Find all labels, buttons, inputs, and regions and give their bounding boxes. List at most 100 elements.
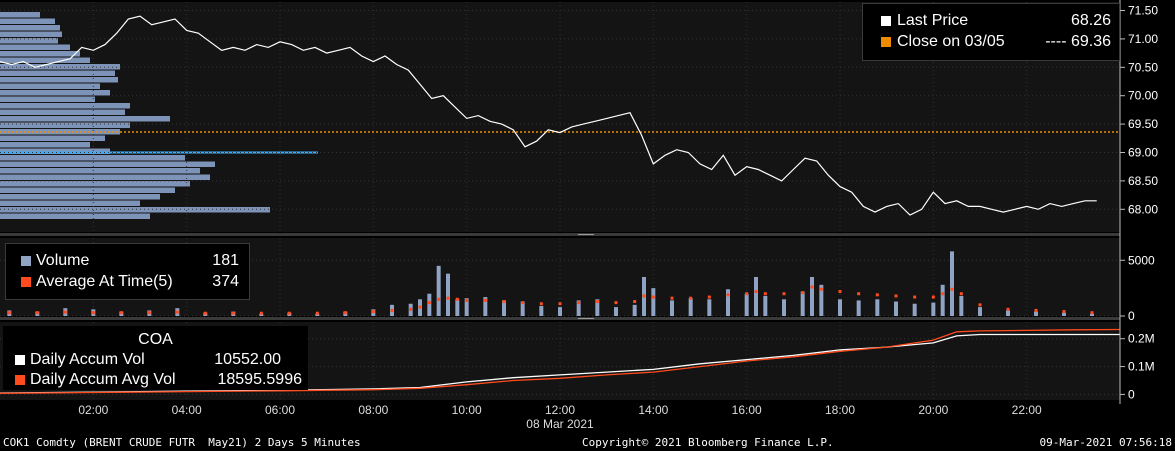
avg-time-marker [754, 289, 758, 293]
avg-time-marker [614, 301, 618, 305]
profile-bar [0, 213, 150, 219]
accum-vol-swatch [15, 355, 25, 365]
x-tick-label: 10:00 [452, 403, 482, 417]
profile-poc-line [0, 151, 318, 154]
x-tick-label: 14:00 [638, 403, 668, 417]
profile-bar [0, 148, 110, 154]
volume-bar [1062, 312, 1066, 316]
profile-bar [0, 181, 190, 187]
x-tick-label: 20:00 [918, 403, 948, 417]
avg-time-marker [119, 311, 123, 315]
profile-bar [0, 70, 115, 76]
profile-bar [0, 51, 80, 57]
volume-bar [576, 300, 581, 316]
avg-time-marker [726, 293, 730, 297]
volume-bar [819, 284, 824, 316]
profile-bar [0, 64, 120, 70]
x-tick-label: 12:00 [545, 403, 575, 417]
y-tick-label: 69.50 [1128, 117, 1158, 131]
last-price-label: Last Price [897, 12, 969, 29]
volume-bar [894, 301, 898, 316]
x-tick-label: 02:00 [78, 403, 108, 417]
avg-time-marker [147, 311, 151, 315]
profile-bar [0, 155, 185, 161]
x-tick-label: 18:00 [825, 403, 855, 417]
profile-bar [0, 18, 55, 24]
volume-bar [502, 300, 506, 316]
volume-bar [1034, 311, 1038, 316]
volume-swatch [21, 256, 31, 266]
volume-bar [707, 299, 712, 316]
volume-bar [670, 300, 674, 316]
last-price-value: 68.26 [1070, 12, 1111, 29]
y-tick-label: 68.50 [1128, 174, 1158, 188]
y-tick-label: 0 [1128, 387, 1135, 401]
profile-bar [0, 44, 70, 50]
volume-bar [483, 297, 488, 316]
volume-bar [940, 284, 945, 316]
avg-time-marker [941, 292, 945, 296]
avg-time-marker [782, 292, 786, 296]
avg-time-marker [465, 298, 469, 302]
avg-time-marker [390, 308, 394, 312]
volume-bar [464, 298, 469, 316]
y-tick-label: 71.50 [1128, 4, 1158, 18]
accum-title: COA [138, 331, 173, 348]
close-value: ---- 69.36 [1045, 33, 1111, 50]
profile-bar [0, 122, 130, 128]
accum-vol-value: 10552.00 [214, 351, 281, 368]
y-tick-label: 71.00 [1128, 32, 1158, 46]
accum-avg-swatch [15, 375, 25, 385]
profile-bar [0, 142, 90, 148]
avg-time-marker [343, 311, 347, 315]
volume-bar [436, 265, 441, 316]
y-tick-label: 0.2M [1128, 332, 1155, 346]
volume-bar [838, 299, 842, 316]
avg-time-value: 374 [212, 273, 239, 290]
avg-time-marker [539, 302, 543, 306]
avg-time-marker [558, 302, 562, 306]
volume-bar [763, 295, 768, 316]
x-tick-label: 16:00 [732, 403, 762, 417]
avg-time-marker [913, 295, 917, 299]
avg-time-marker [91, 311, 95, 315]
avg-time-marker [959, 292, 963, 296]
avg-time-marker [521, 301, 525, 305]
profile-bar [0, 174, 210, 180]
profile-bar [0, 31, 62, 37]
timestamp: 09-Mar-2021 07:56:18 [1039, 436, 1172, 449]
volume-bar [950, 251, 954, 316]
avg-time-marker [231, 311, 235, 315]
volume-bar [455, 299, 460, 316]
x-tick-label: 04:00 [172, 403, 202, 417]
avg-time-marker [707, 295, 711, 299]
avg-time-marker [1006, 307, 1010, 311]
accum-vol-label: Daily Accum Vol [30, 351, 145, 368]
avg-time-marker [763, 292, 767, 296]
close-label: Close on 03/05 [897, 33, 1005, 50]
volume-bar [614, 307, 618, 316]
profile-bar [0, 116, 170, 122]
avg-time-marker [857, 292, 861, 296]
profile-bar [0, 96, 95, 102]
volume-bar [688, 298, 693, 316]
avg-time-marker [577, 301, 581, 305]
volume-bar [446, 273, 450, 316]
avg-time-marker [950, 287, 954, 291]
avg-time-marker [287, 311, 291, 315]
volume-bar [931, 302, 936, 316]
avg-time-marker [838, 289, 842, 293]
volume-bar [315, 313, 320, 316]
copyright-text: Copyright© 2021 Bloomberg Finance L.P. [582, 436, 834, 449]
volume-bar [754, 277, 758, 316]
accum-avg-value: 18595.5996 [217, 371, 302, 388]
profile-bar [0, 25, 60, 31]
volume-bar [632, 304, 637, 316]
volume-bar [1006, 310, 1010, 316]
avg-time-marker [63, 310, 67, 314]
profile-bar [0, 57, 90, 63]
profile-bar [0, 187, 175, 193]
avg-time-marker [175, 310, 179, 314]
volume-bar [782, 299, 786, 316]
volume-bar [810, 277, 814, 316]
